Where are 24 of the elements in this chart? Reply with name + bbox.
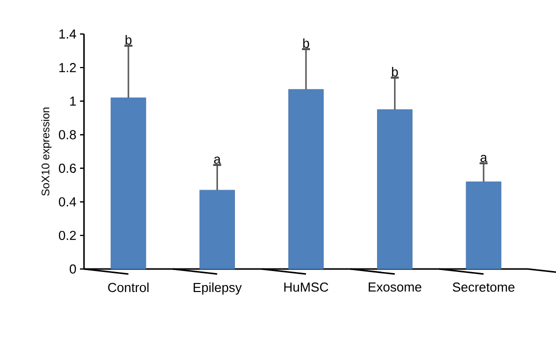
y-axis-title: SoX10 expression [41, 108, 52, 196]
y-tick-label: 0.4 [58, 197, 76, 206]
bar [200, 190, 235, 270]
bar [466, 182, 502, 270]
y-tick-label: 0.8 [58, 130, 76, 140]
annotation: b [126, 34, 132, 45]
y-tick-label: 1.4 [59, 30, 76, 38]
x-tick-label: Secretome [452, 282, 514, 292]
x-tick-label: Exosome [368, 282, 422, 292]
y-tick-label: 1.2 [59, 63, 76, 72]
y-tick-label: 0 [70, 264, 76, 274]
y-tick-label: 0.2 [58, 230, 76, 240]
x-tick-label: HuMSC [284, 282, 328, 292]
annotation: a [214, 156, 221, 164]
x-tick-label: Epilepsy [194, 282, 242, 295]
annotation: b [392, 66, 398, 76]
bar [377, 109, 412, 270]
annotation: a [480, 154, 488, 162]
y-tick-label: 1 [70, 96, 76, 106]
bar [288, 89, 324, 270]
y-tick-label: 0.6 [58, 164, 76, 173]
bar [110, 98, 146, 270]
annotation: b [303, 38, 310, 48]
x-tick-label: Control [108, 282, 148, 292]
